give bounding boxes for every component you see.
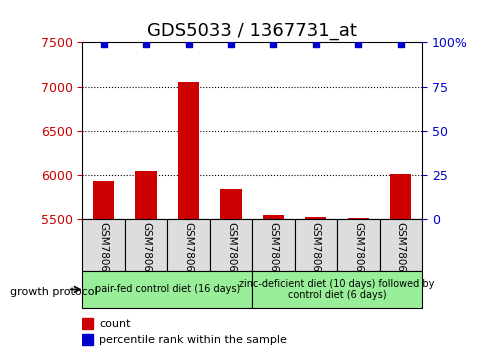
FancyBboxPatch shape — [82, 219, 125, 271]
Text: GSM780671: GSM780671 — [395, 222, 405, 285]
FancyBboxPatch shape — [209, 219, 252, 271]
Bar — [82, 318, 92, 329]
FancyBboxPatch shape — [378, 219, 421, 271]
FancyBboxPatch shape — [252, 271, 421, 308]
Point — [269, 41, 277, 47]
Text: pair-fed control diet (16 days): pair-fed control diet (16 days) — [94, 284, 240, 295]
Point — [142, 41, 150, 47]
FancyBboxPatch shape — [167, 219, 209, 271]
Text: GSM780665: GSM780665 — [141, 222, 151, 285]
Bar — [304, 217, 326, 219]
Point — [184, 41, 192, 47]
Text: GSM780670: GSM780670 — [352, 222, 363, 285]
Text: count: count — [99, 319, 131, 329]
Bar — [93, 181, 114, 219]
FancyBboxPatch shape — [82, 271, 252, 308]
Bar — [347, 218, 368, 219]
Bar — [262, 215, 284, 219]
Text: GSM780667: GSM780667 — [226, 222, 236, 285]
Text: zinc-deficient diet (10 days) followed by
control diet (6 days): zinc-deficient diet (10 days) followed b… — [239, 279, 434, 300]
Point — [227, 41, 234, 47]
FancyBboxPatch shape — [252, 219, 294, 271]
Text: growth protocol: growth protocol — [10, 287, 97, 297]
Text: GSM780666: GSM780666 — [183, 222, 193, 285]
Bar — [178, 82, 199, 219]
Title: GDS5033 / 1367731_at: GDS5033 / 1367731_at — [147, 22, 356, 40]
Bar — [135, 171, 156, 219]
FancyBboxPatch shape — [336, 219, 378, 271]
Bar — [389, 175, 410, 219]
Text: percentile rank within the sample: percentile rank within the sample — [99, 335, 287, 345]
Text: GSM780668: GSM780668 — [268, 222, 278, 285]
FancyBboxPatch shape — [294, 219, 336, 271]
Point — [396, 41, 404, 47]
FancyBboxPatch shape — [125, 219, 167, 271]
Point — [311, 41, 319, 47]
Point — [354, 41, 362, 47]
Bar — [220, 189, 241, 219]
Point — [100, 41, 107, 47]
Bar — [82, 334, 92, 346]
Text: GSM780669: GSM780669 — [310, 222, 320, 285]
Text: GSM780664: GSM780664 — [98, 222, 108, 285]
